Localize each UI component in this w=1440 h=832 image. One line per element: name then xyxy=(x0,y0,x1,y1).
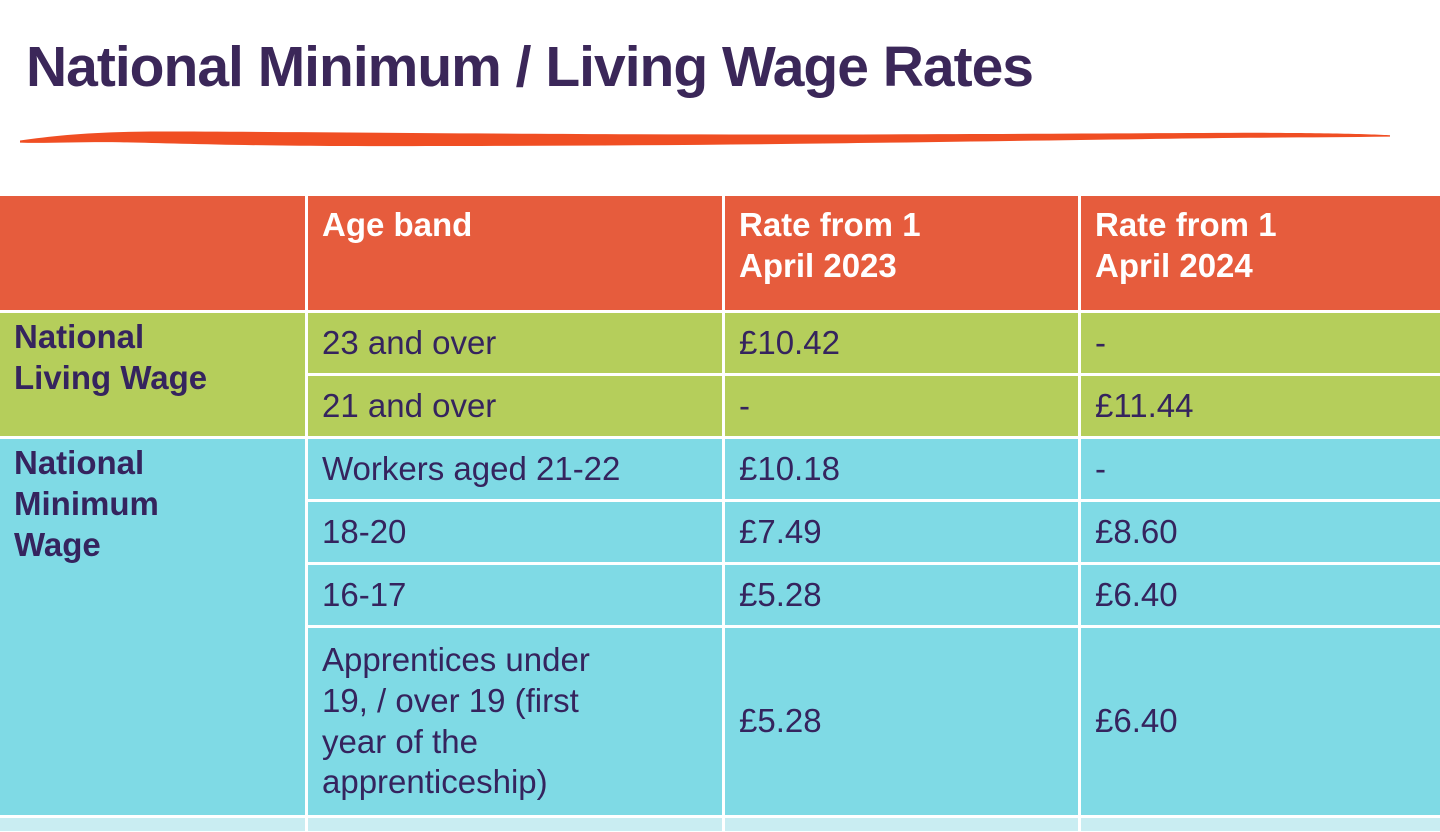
table-row-nmw-18-20: 18-20 £7.49 £8.60 xyxy=(0,499,1440,565)
rate-2024-cell: £8.60 xyxy=(1078,499,1440,565)
table-row-nmw-16-17: 16-17 £5.28 £6.40 xyxy=(0,562,1440,628)
rate-2024-cell: - xyxy=(1078,310,1440,376)
rate-2023-cell: £5.28 xyxy=(722,625,1081,818)
rate-2024-cell: £11.44 xyxy=(1078,373,1440,439)
header-cell-age-band: Age band xyxy=(305,193,725,313)
rate-2023-cell: £7.49 xyxy=(722,499,1081,565)
rate-2024-cell: £6.40 xyxy=(1078,625,1440,818)
header-cell-rate-2024: Rate from 1 April 2024 xyxy=(1078,193,1440,313)
header-row: Age band Rate from 1 April 2023 Rate fro… xyxy=(0,193,1440,313)
section-label-national-minimum-wage: National Minimum Wage xyxy=(0,436,308,818)
partial-next-row xyxy=(0,815,1440,832)
section-label-national-living-wage: National Living Wage xyxy=(0,310,308,439)
table-row-nlw-21-and-over: 21 and over - £11.44 xyxy=(0,373,1440,439)
header-cell-blank xyxy=(0,193,308,313)
rate-2024-cell: £6.40 xyxy=(1078,562,1440,628)
table-row-nlw-23-and-over: National Living Wage 23 and over £10.42 … xyxy=(0,310,1440,439)
rate-2023-cell: £10.42 xyxy=(722,310,1081,376)
page-title: National Minimum / Living Wage Rates xyxy=(26,35,1034,100)
rate-2023-cell: - xyxy=(722,373,1081,439)
age-band-cell: Apprentices under 19, / over 19 (first y… xyxy=(305,625,725,818)
partial-cell xyxy=(305,815,725,832)
partial-cell xyxy=(0,815,308,832)
age-band-cell: Workers aged 21-22 xyxy=(305,436,725,502)
partial-cell xyxy=(722,815,1081,832)
partial-cell xyxy=(1078,815,1440,832)
table-row-nmw-apprentices: Apprentices under 19, / over 19 (first y… xyxy=(0,625,1440,818)
header-cell-rate-2023: Rate from 1 April 2023 xyxy=(722,193,1081,313)
wage-rates-table: Age band Rate from 1 April 2023 Rate fro… xyxy=(0,193,1440,832)
rate-2024-cell: - xyxy=(1078,436,1440,502)
age-band-cell: 18-20 xyxy=(305,499,725,565)
age-band-cell: 23 and over xyxy=(305,310,725,376)
age-band-cell: 16-17 xyxy=(305,562,725,628)
table-row-nmw-21-22: National Minimum Wage Workers aged 21-22… xyxy=(0,436,1440,818)
rate-2023-cell: £10.18 xyxy=(722,436,1081,502)
age-band-cell: 21 and over xyxy=(305,373,725,439)
rate-2023-cell: £5.28 xyxy=(722,562,1081,628)
